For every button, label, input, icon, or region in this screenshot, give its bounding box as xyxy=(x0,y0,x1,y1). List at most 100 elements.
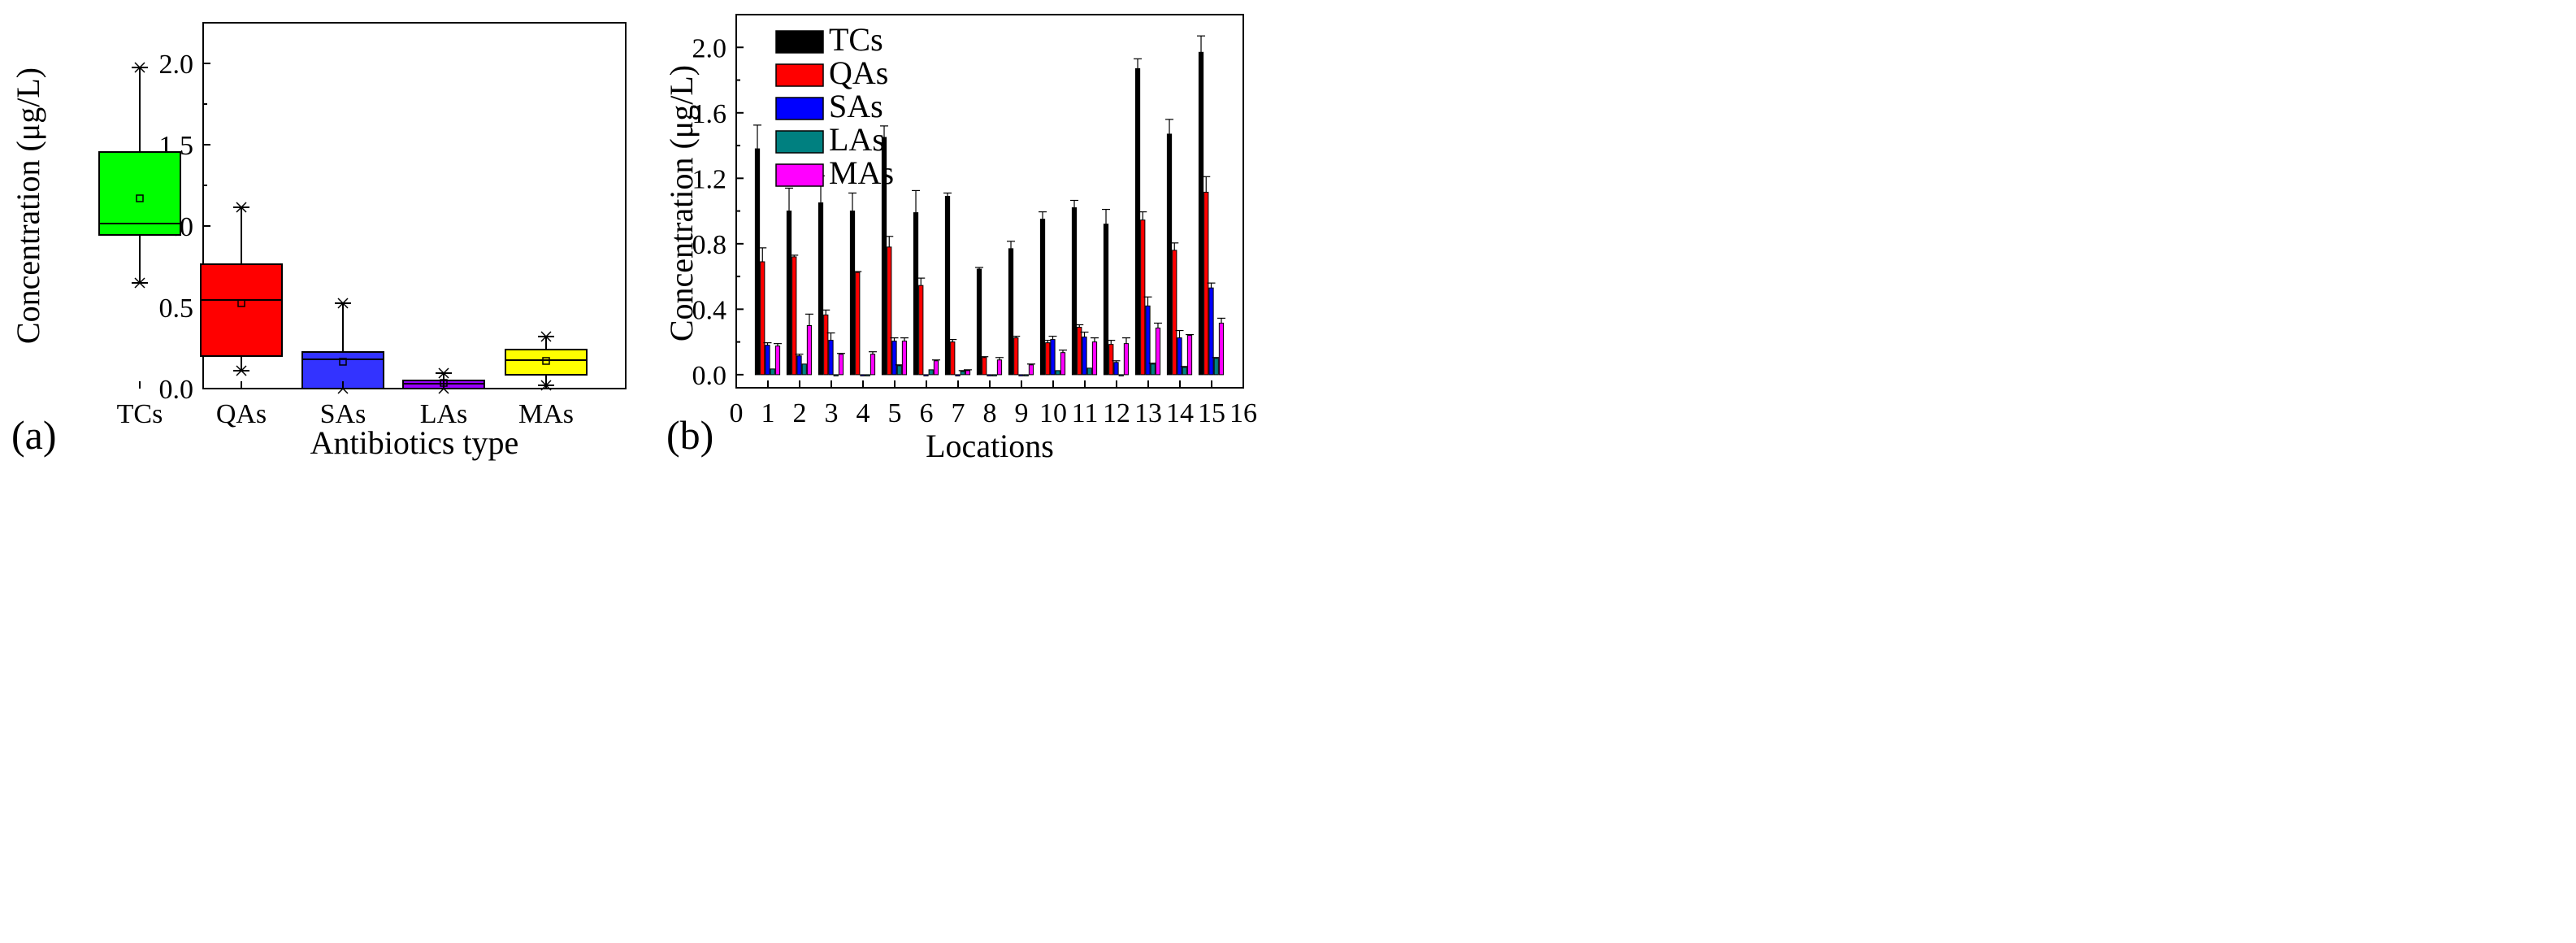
bar-sas-3 xyxy=(828,340,834,376)
box-tcs xyxy=(98,62,181,289)
bar-qas-8 xyxy=(982,357,987,376)
panel-a-x-tick-label: SAs xyxy=(320,399,366,429)
bar-las-13 xyxy=(1150,363,1156,376)
extreme-marker xyxy=(236,202,247,213)
panel-a-boxplot: 0.00.51.01.52.0TCsQAsSAsLAsMAsAntibiotic… xyxy=(10,22,627,461)
bar-mas-13 xyxy=(1155,328,1161,376)
legend-label-tcs: TCs xyxy=(829,21,883,58)
panel-b-y-tick-label: 0.8 xyxy=(692,230,727,260)
bar-tcs-10 xyxy=(1039,219,1046,376)
legend-label-las: LAs xyxy=(829,121,885,158)
panel-b-x-axis-label: Locations xyxy=(926,428,1054,464)
bar-las-5 xyxy=(896,365,902,376)
bar-mas-7 xyxy=(965,370,971,376)
panel-a-y-axis-label: Concentration (μg/L) xyxy=(10,67,46,344)
extreme-marker xyxy=(134,62,145,73)
series-mas xyxy=(773,313,1225,376)
series-qas xyxy=(758,176,1211,376)
bar-mas-4 xyxy=(870,354,876,376)
panel-b-x-tick-label: 10 xyxy=(1039,398,1067,428)
bar-mas-14 xyxy=(1186,335,1193,376)
legend-swatch-mas xyxy=(775,163,824,187)
panel-b-y-tick-label: 1.6 xyxy=(692,99,727,129)
panel-b-bar-chart: 0.00.40.81.21.62.00 1 2 3 4 5 6 7 8 9 10 11 12 13 14 15… xyxy=(663,14,1257,464)
box-iqr xyxy=(505,349,588,376)
panel-a-x-tick-label: MAs xyxy=(518,399,574,429)
bar-las-7 xyxy=(960,371,965,376)
bar-mas-10 xyxy=(1060,352,1066,376)
bar-qas-7 xyxy=(950,341,956,376)
bar-tcs-8 xyxy=(976,268,982,376)
bar-tcs-12 xyxy=(1103,224,1109,376)
bar-mas-12 xyxy=(1123,343,1130,376)
extreme-marker xyxy=(236,365,247,376)
panel-b-x-tick-label: 0 xyxy=(730,398,744,428)
bar-mas-2 xyxy=(806,325,813,376)
bar-sas-11 xyxy=(1082,337,1087,376)
legend-swatch-las xyxy=(775,130,824,154)
bar-qas-6 xyxy=(918,285,924,376)
panel-a-label: (a) xyxy=(11,412,57,458)
mean-marker xyxy=(542,357,550,365)
legend-swatch-qas xyxy=(775,63,824,87)
bar-tcs-6 xyxy=(913,212,919,376)
legend-label-qas: QAs xyxy=(829,54,888,91)
panel-b-x-tick-label: 14 xyxy=(1166,398,1194,428)
box-qas xyxy=(200,202,283,376)
panel-b-y-tick-label: 0.0 xyxy=(692,361,727,391)
bar-tcs-4 xyxy=(849,211,856,376)
bar-tcs-7 xyxy=(944,195,951,376)
mean-marker xyxy=(136,194,144,202)
bar-qas-1 xyxy=(760,261,765,376)
bar-sas-6 xyxy=(923,374,929,376)
box-las xyxy=(402,367,485,394)
panel-b-x-tick-label: 2 xyxy=(793,398,807,428)
panel-a-x-tick-label: LAs xyxy=(420,399,468,429)
bar-qas-5 xyxy=(887,246,892,376)
bar-sas-2 xyxy=(796,355,802,376)
bar-qas-11 xyxy=(1077,327,1082,376)
bar-qas-14 xyxy=(1172,250,1177,376)
panel-a-y-tick-label: 2.0 xyxy=(159,50,194,80)
bar-sas-15 xyxy=(1208,287,1214,376)
bar-tcs-3 xyxy=(817,202,824,376)
panel-b-x-tick-label: 7 xyxy=(952,398,965,428)
bar-mas-11 xyxy=(1091,341,1098,376)
panel-b-x-tick-label: 4 xyxy=(856,398,870,428)
extreme-marker xyxy=(337,298,349,309)
panel-b-x-tick-label: 8 xyxy=(983,398,997,428)
series-tcs xyxy=(753,35,1206,376)
panel-b-x-tick-label: 11 xyxy=(1072,398,1099,428)
bar-tcs-2 xyxy=(786,211,792,376)
panel-b-x-tick-label: 9 xyxy=(1015,398,1029,428)
panel-b-y-tick-label: 2.0 xyxy=(692,33,727,63)
bar-mas-5 xyxy=(901,341,908,376)
panel-b-x-tick-label: 1 xyxy=(761,398,775,428)
bar-las-8 xyxy=(991,374,997,376)
panel-b-x-tick-label: 5 xyxy=(888,398,902,428)
bar-mas-6 xyxy=(933,360,939,376)
bar-qas-9 xyxy=(1013,337,1019,376)
bar-mas-15 xyxy=(1218,322,1225,376)
bar-las-14 xyxy=(1182,367,1187,376)
bar-qas-4 xyxy=(855,272,861,376)
bar-mas-9 xyxy=(1028,364,1034,376)
bar-sas-10 xyxy=(1050,339,1056,376)
legend-swatch-sas xyxy=(775,97,824,120)
bar-las-10 xyxy=(1055,370,1060,376)
panel-b-y-tick-label: 0.4 xyxy=(692,295,727,325)
bar-sas-8 xyxy=(987,374,992,376)
bar-sas-7 xyxy=(955,374,961,376)
box-mas xyxy=(505,331,588,391)
bar-qas-3 xyxy=(823,314,829,376)
mean-marker xyxy=(339,358,347,366)
bar-sas-9 xyxy=(1018,374,1024,376)
bar-sas-4 xyxy=(860,374,865,376)
bar-tcs-9 xyxy=(1008,248,1014,376)
extreme-marker xyxy=(438,367,449,379)
legend-label-sas: SAs xyxy=(829,88,883,124)
bar-sas-12 xyxy=(1113,362,1119,376)
bar-las-4 xyxy=(865,374,870,376)
